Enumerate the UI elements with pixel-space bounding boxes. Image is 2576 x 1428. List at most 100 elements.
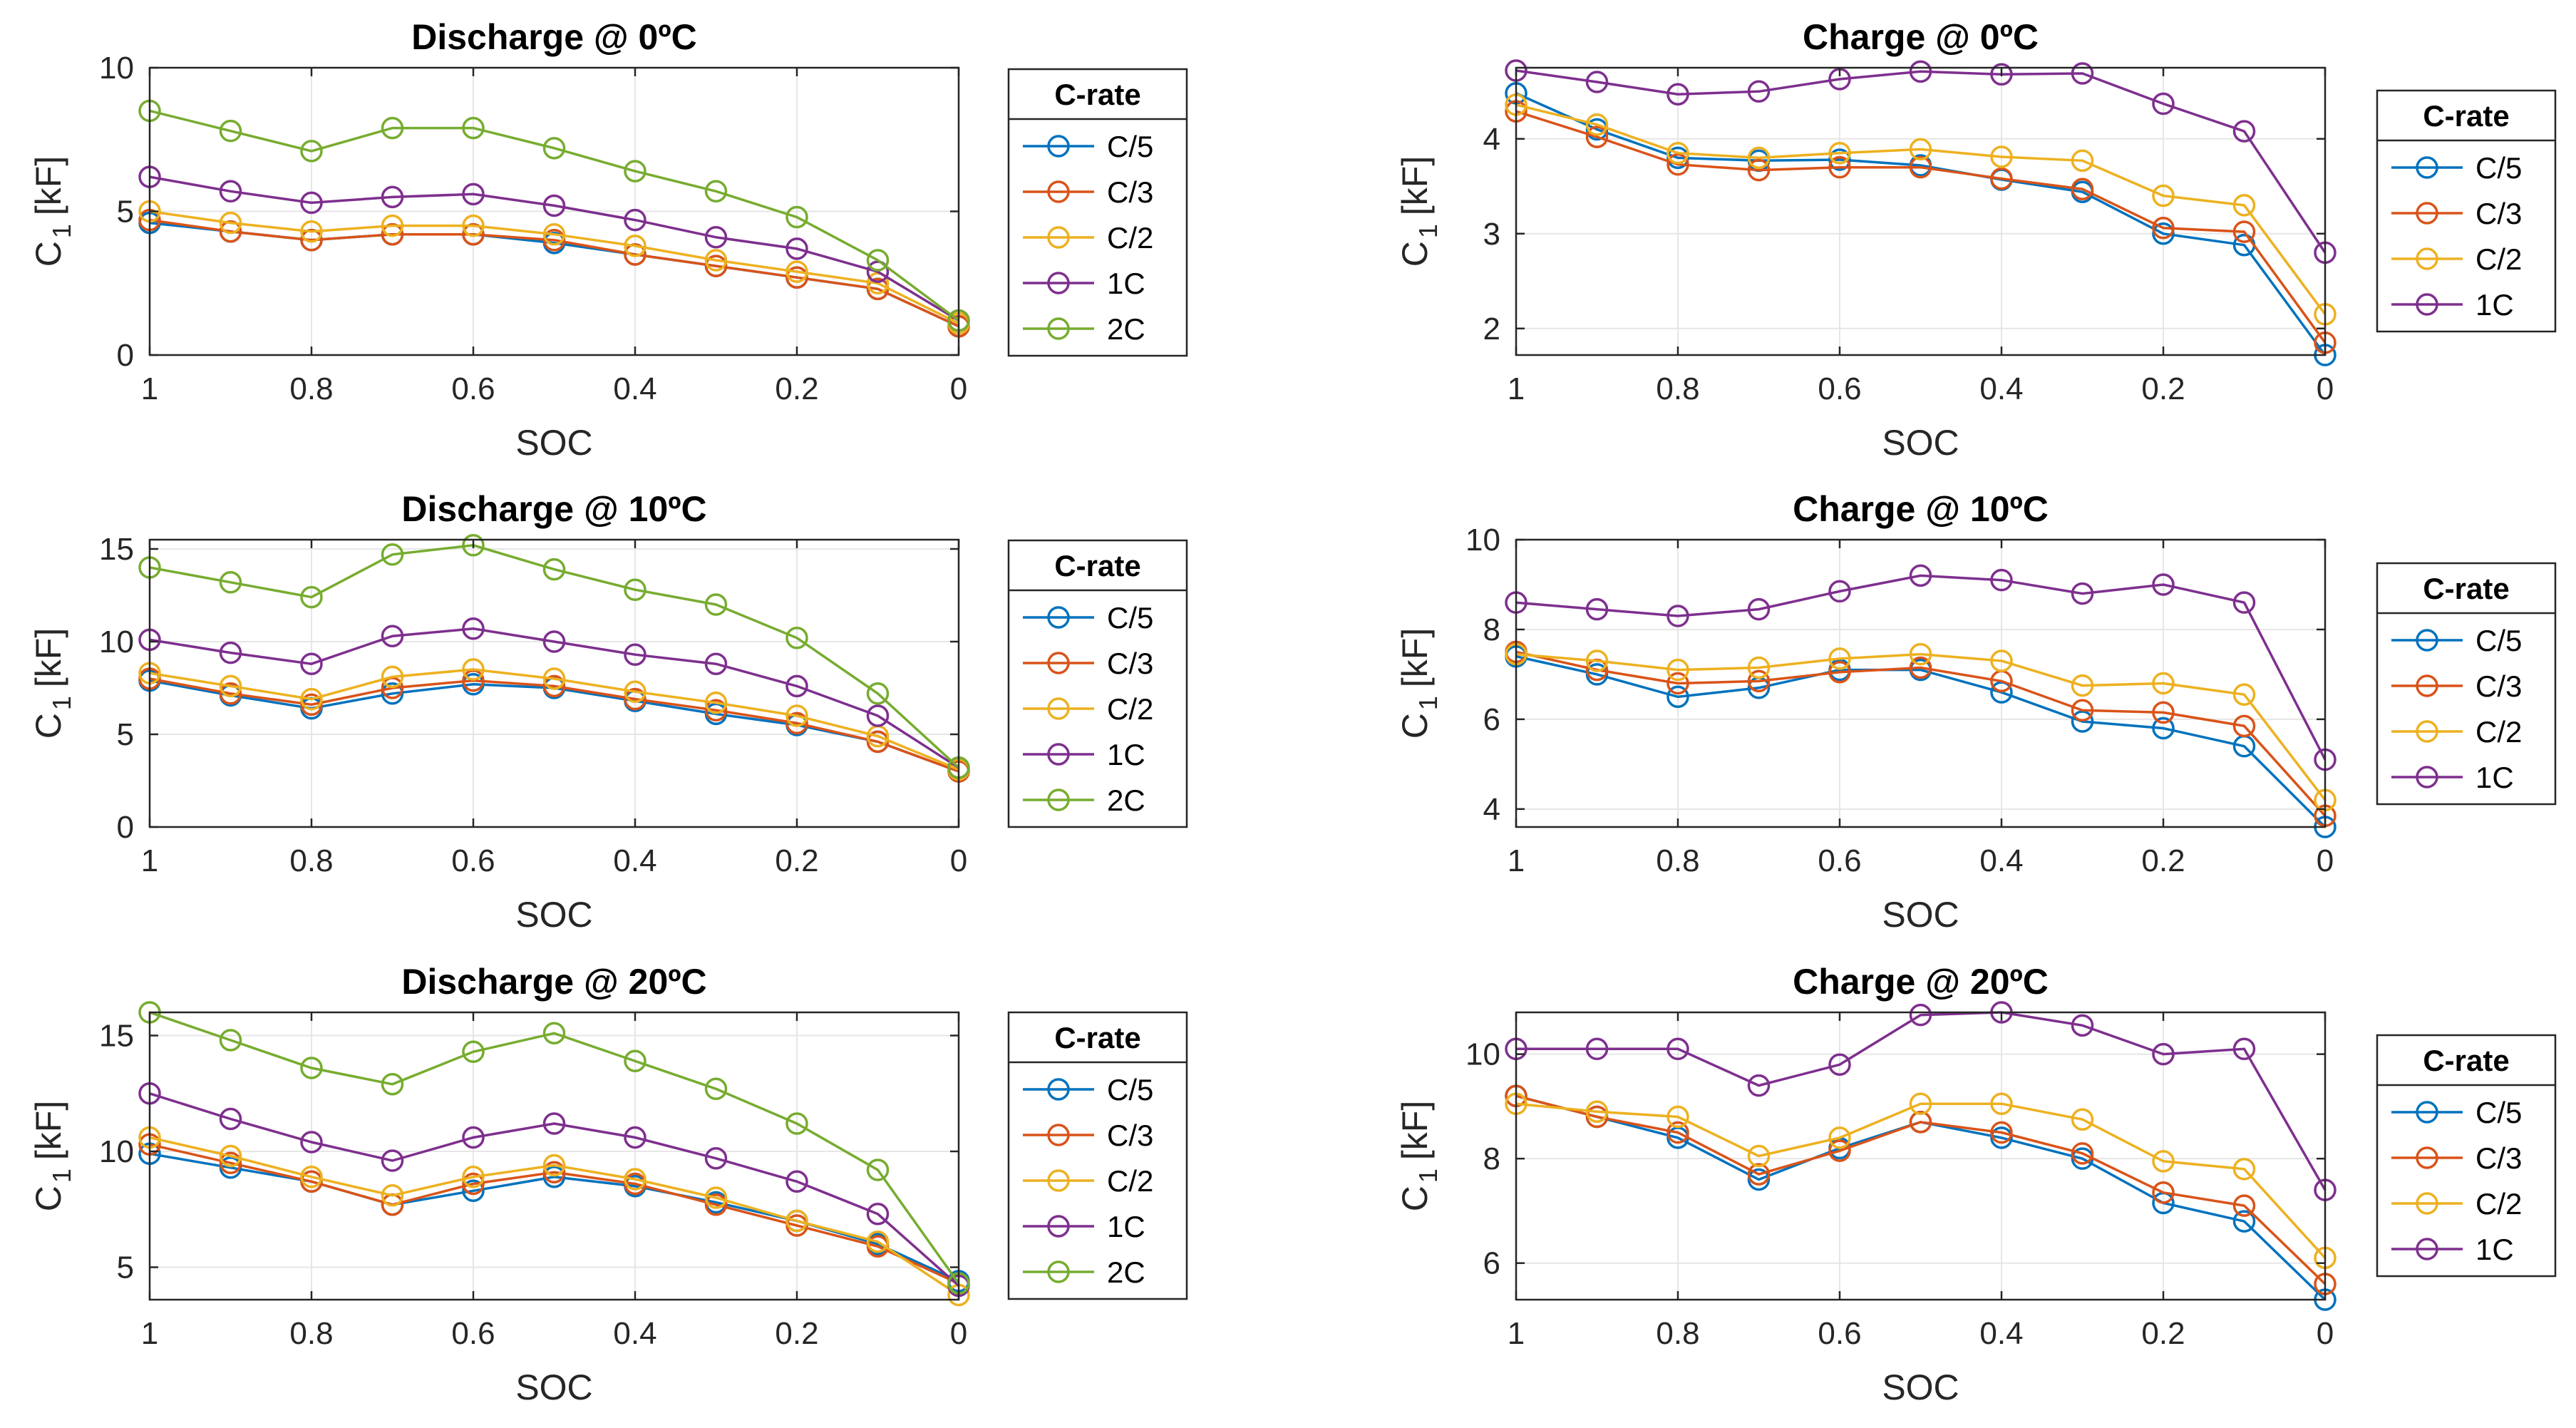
data-point xyxy=(1990,649,2013,672)
data-point xyxy=(542,222,566,246)
data-point xyxy=(1666,1105,1689,1129)
series-line-1C xyxy=(1515,69,2327,254)
plot-frame xyxy=(148,538,960,828)
data-point xyxy=(704,593,728,616)
data-point xyxy=(2152,716,2175,740)
data-point xyxy=(1585,71,1609,93)
data-point xyxy=(219,1144,242,1168)
data-point xyxy=(624,1049,646,1072)
data-point xyxy=(1666,685,1689,709)
data-point xyxy=(381,665,404,689)
x-tick-label: 0.4 xyxy=(1979,843,2023,878)
x-tick-label: 0.2 xyxy=(775,843,818,878)
y-tick-label: 5 xyxy=(117,1250,134,1285)
data-point xyxy=(219,211,242,235)
data-point xyxy=(1747,1163,1771,1186)
y-axis-label-unit: [kF] xyxy=(29,628,68,687)
legend-title: C-rate xyxy=(1054,78,1140,111)
legend-label-C/2: C/2 xyxy=(2475,1187,2522,1221)
y-axis-label-subscript: 1 xyxy=(47,1168,76,1183)
data-point xyxy=(2071,1014,2094,1037)
legend-box xyxy=(2376,1034,2557,1278)
y-axis-label-unit: [kF] xyxy=(1395,156,1435,215)
data-point xyxy=(381,543,404,566)
data-point xyxy=(1990,568,2013,592)
y-tick-label: 4 xyxy=(1483,792,1500,827)
x-axis-label: SOC xyxy=(1882,423,1959,463)
series-line-1C xyxy=(149,1092,960,1287)
y-tick-label: 10 xyxy=(99,1134,134,1169)
chart-title: Charge @ 20ºC xyxy=(1793,962,2049,1002)
legend-marker-2C xyxy=(1047,789,1070,811)
legend-title: C-rate xyxy=(2423,1044,2509,1077)
data-point xyxy=(542,1022,566,1044)
data-point xyxy=(381,682,404,705)
data-point xyxy=(1585,113,1609,136)
data-point xyxy=(704,699,728,721)
y-axis-label-main: C xyxy=(1395,241,1435,267)
legend-label-C/5: C/5 xyxy=(2475,151,2522,185)
x-tick-label: 0.6 xyxy=(451,1316,495,1351)
y-axis-label-subscript: 1 xyxy=(1413,224,1443,238)
data-point xyxy=(219,571,242,594)
y-tick-label: 4 xyxy=(1483,122,1500,157)
data-point xyxy=(2071,674,2094,697)
legend-marker-2C xyxy=(1047,317,1070,340)
legend-label-1C: 1C xyxy=(2475,1233,2514,1266)
data-point xyxy=(462,222,485,246)
y-tick-label: 8 xyxy=(1483,612,1500,647)
data-point xyxy=(542,558,566,581)
data-point xyxy=(542,194,566,217)
x-tick-label: 0.8 xyxy=(1656,843,1699,878)
data-point xyxy=(1828,148,1851,171)
series-line-C/2 xyxy=(1515,1102,2327,1259)
y-axis-label-subscript: 1 xyxy=(1413,1168,1443,1183)
legend-label-C/3: C/3 xyxy=(2475,1141,2522,1175)
y-tick-label: 6 xyxy=(1483,702,1500,737)
data-point xyxy=(2232,1210,2256,1233)
legend-label-C/5: C/5 xyxy=(2475,624,2522,657)
data-point xyxy=(2152,1181,2175,1204)
data-point xyxy=(542,229,566,252)
data-point xyxy=(785,627,808,649)
legend-label-C/5: C/5 xyxy=(2475,1096,2522,1129)
legend-label-C/2: C/2 xyxy=(1107,1164,1153,1198)
y-axis-label-main: C xyxy=(29,1186,68,1211)
data-point xyxy=(2071,699,2094,722)
x-tick-label: 0.6 xyxy=(451,371,495,406)
legend-marker-C/3 xyxy=(2416,674,2438,697)
data-point xyxy=(1909,1003,1932,1027)
legend-label-C/2: C/2 xyxy=(1107,221,1153,255)
y-tick-label: 15 xyxy=(99,532,134,567)
legend-label-C/3: C/3 xyxy=(1107,647,1153,680)
data-point xyxy=(624,1168,646,1191)
x-tick-label: 0.8 xyxy=(1656,1316,1699,1351)
data-point xyxy=(2232,1158,2256,1181)
data-point xyxy=(704,1077,728,1100)
legend-marker-1C xyxy=(1047,743,1070,766)
data-point xyxy=(866,1231,890,1253)
data-point xyxy=(2232,194,2256,217)
x-tick-label: 0 xyxy=(2317,1316,2334,1351)
x-tick-label: 0.8 xyxy=(289,1316,333,1351)
data-point xyxy=(624,578,646,601)
series-line-2C xyxy=(149,109,960,322)
x-axis-label: SOC xyxy=(1882,895,1959,935)
y-axis-label: C 1 [kF] xyxy=(1395,156,1443,267)
y-axis-label-main: C xyxy=(29,241,68,267)
series-line-C/3 xyxy=(149,218,959,328)
data-point xyxy=(785,1112,808,1135)
legend-label-1C: 1C xyxy=(1107,267,1145,300)
data-point xyxy=(300,140,323,163)
data-point xyxy=(2232,591,2256,614)
data-point xyxy=(300,687,323,711)
data-point xyxy=(866,1203,890,1226)
data-point xyxy=(704,249,728,272)
x-tick-label: 0.4 xyxy=(613,371,656,406)
data-point xyxy=(1747,656,1771,679)
data-point xyxy=(381,625,404,647)
data-point xyxy=(381,214,404,237)
data-point xyxy=(866,730,890,754)
legend-marker-C/3 xyxy=(2416,1146,2438,1169)
data-point xyxy=(300,191,323,215)
